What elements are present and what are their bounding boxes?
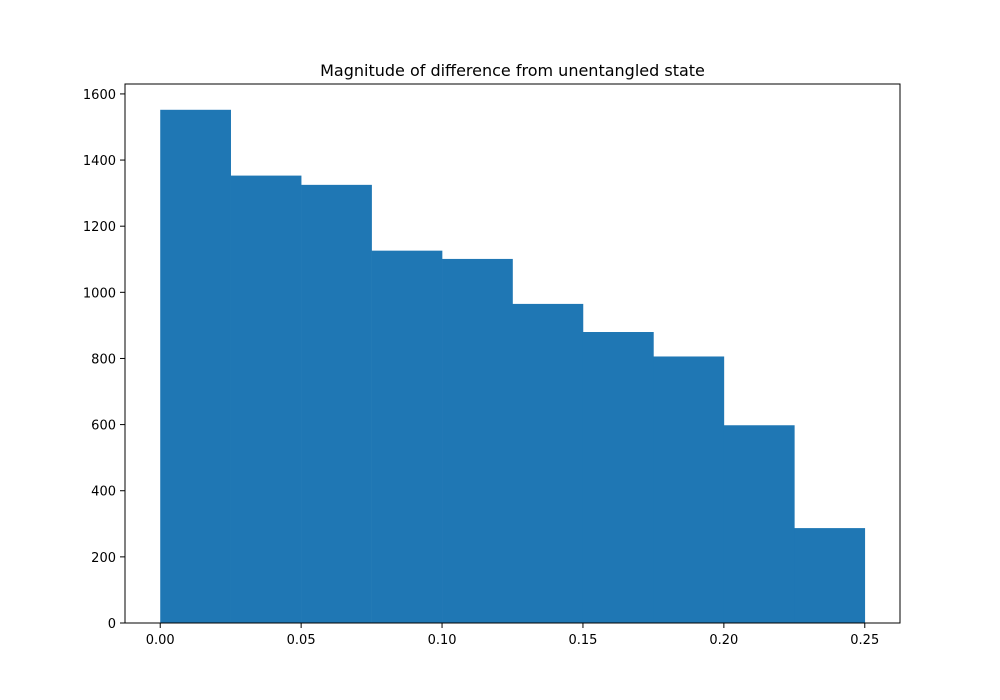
bar-6 xyxy=(582,332,654,623)
bar-8 xyxy=(723,425,795,623)
x-tick-label-2: 0.10 xyxy=(428,633,457,648)
y-tick-label-8: 1600 xyxy=(83,88,116,103)
y-tick-label-5: 1000 xyxy=(83,286,116,301)
bar-4 xyxy=(442,258,513,623)
x-tick-label-5: 0.25 xyxy=(850,633,879,648)
y-tick-label-1: 200 xyxy=(91,551,116,566)
bar-9 xyxy=(794,528,866,623)
y-tick-label-0: 0 xyxy=(108,617,116,632)
x-tick-label-1: 0.05 xyxy=(287,633,316,648)
y-tick-label-6: 1200 xyxy=(83,220,116,235)
x-tick-label-3: 0.15 xyxy=(568,633,597,648)
bar-1 xyxy=(230,175,302,624)
bar-0 xyxy=(160,109,231,623)
x-tick-label-0: 0.00 xyxy=(146,633,175,648)
y-tick-label-7: 1400 xyxy=(83,154,116,169)
y-tick-label-4: 800 xyxy=(91,352,116,367)
chart-title: Magnitude of difference from unentangled… xyxy=(320,61,705,80)
x-axis: 0.00 0.05 0.10 0.15 0.20 0.25 xyxy=(146,623,879,648)
bar-7 xyxy=(653,356,725,623)
y-axis: 0 200 400 600 800 1000 1200 1400 1600 xyxy=(83,88,125,632)
y-tick-label-2: 400 xyxy=(91,485,116,500)
bar-3 xyxy=(371,250,443,623)
bars-group xyxy=(160,109,866,624)
y-tick-label-3: 600 xyxy=(91,419,116,434)
x-tick-label-4: 0.20 xyxy=(709,633,738,648)
bar-2 xyxy=(301,184,372,623)
bar-5 xyxy=(512,303,584,623)
plot-frame xyxy=(124,83,901,624)
